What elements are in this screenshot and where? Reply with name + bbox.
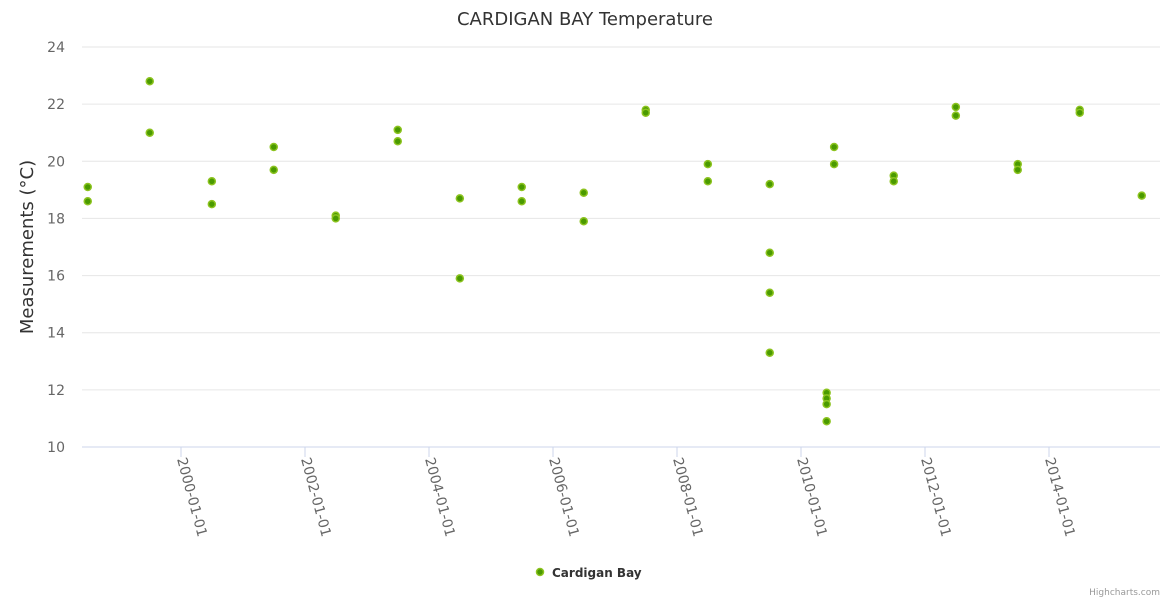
data-point[interactable] xyxy=(1075,108,1084,117)
data-point[interactable] xyxy=(83,197,92,206)
data-point[interactable] xyxy=(703,159,713,169)
x-tick-label: 2010-01-01 xyxy=(793,456,830,539)
y-tick-label: 10 xyxy=(47,440,65,456)
x-tick-label: 2012-01-01 xyxy=(917,456,954,539)
data-point[interactable] xyxy=(765,179,774,189)
y-tick-label: 16 xyxy=(47,269,65,285)
y-tick-label: 22 xyxy=(47,97,65,113)
data-point[interactable] xyxy=(829,142,839,152)
data-point[interactable] xyxy=(822,417,831,426)
chart-title: CARDIGAN BAY Temperature xyxy=(457,9,713,30)
data-point[interactable] xyxy=(455,274,465,283)
x-tick-label: 2002-01-01 xyxy=(297,456,334,539)
y-tick-label: 24 xyxy=(47,40,65,56)
data-point[interactable] xyxy=(455,194,465,203)
x-tick-label: 2014-01-01 xyxy=(1041,456,1078,539)
data-point[interactable] xyxy=(951,111,961,120)
credits-link[interactable]: Highcharts.com xyxy=(1089,588,1160,598)
data-point[interactable] xyxy=(1137,191,1146,200)
y-tick-label: 14 xyxy=(47,326,65,342)
data-point[interactable] xyxy=(393,137,402,146)
data-point[interactable] xyxy=(579,217,588,226)
data-point[interactable] xyxy=(703,177,713,186)
y-tick-label: 18 xyxy=(47,211,65,227)
data-point[interactable] xyxy=(331,214,340,223)
x-tick-label: 2008-01-01 xyxy=(669,456,706,539)
data-point[interactable] xyxy=(765,248,774,257)
legend-marker xyxy=(535,567,545,577)
data-point[interactable] xyxy=(951,102,961,112)
legend-item[interactable]: Cardigan Bay xyxy=(535,566,642,580)
data-point[interactable] xyxy=(393,125,402,135)
data-point[interactable] xyxy=(269,142,278,152)
legend-label: Cardigan Bay xyxy=(552,566,642,580)
y-tick-label: 20 xyxy=(47,154,65,170)
data-point[interactable] xyxy=(829,159,839,169)
data-point[interactable] xyxy=(1013,165,1022,175)
y-axis-label: Measurements (°C) xyxy=(17,160,38,334)
data-point[interactable] xyxy=(641,108,650,117)
x-tick-label: 2004-01-01 xyxy=(421,456,458,539)
data-point[interactable] xyxy=(765,348,774,357)
y-tick-label: 12 xyxy=(47,383,65,399)
data-point[interactable] xyxy=(765,288,774,297)
data-point[interactable] xyxy=(889,177,898,186)
data-point[interactable] xyxy=(145,77,154,86)
x-tick-label: 2000-01-01 xyxy=(173,456,210,539)
data-point[interactable] xyxy=(822,399,831,409)
data-point[interactable] xyxy=(579,188,588,197)
data-point[interactable] xyxy=(517,197,526,206)
data-point[interactable] xyxy=(207,177,217,186)
x-tick-label: 2006-01-01 xyxy=(545,456,582,539)
data-point[interactable] xyxy=(207,199,217,209)
data-point[interactable] xyxy=(269,165,278,175)
data-point[interactable] xyxy=(83,182,92,192)
data-point[interactable] xyxy=(517,182,526,192)
data-point[interactable] xyxy=(145,128,154,137)
